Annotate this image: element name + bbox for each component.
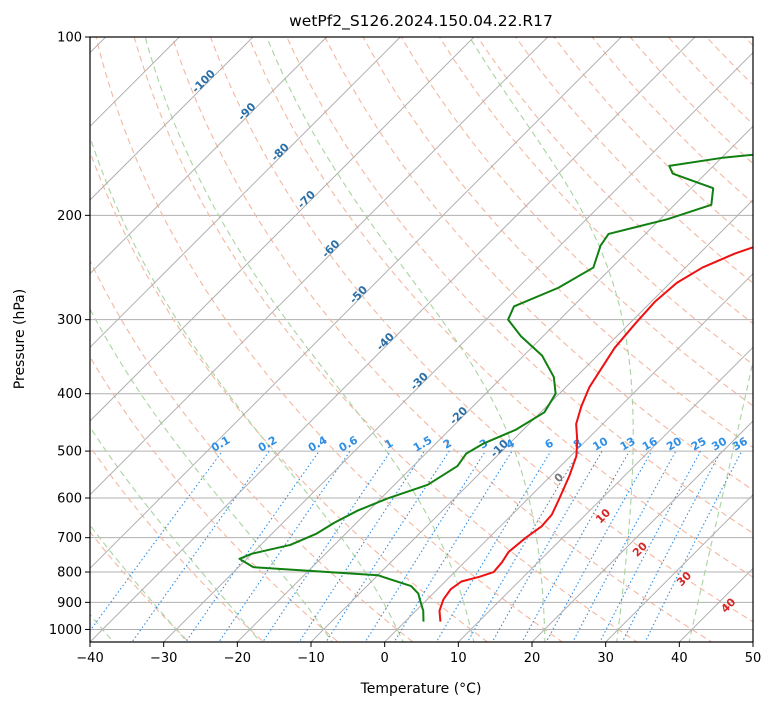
y-tick-label: 100	[57, 31, 82, 46]
dry-adiabats	[90, 37, 753, 642]
isotherm	[90, 37, 402, 349]
isotherm	[90, 37, 181, 128]
y-tick-label: 200	[57, 209, 82, 224]
dry-adiabat	[248, 37, 753, 578]
mixing-ratio-line	[185, 450, 320, 642]
dry-adiabat	[95, 37, 564, 642]
dry-adiabat	[286, 37, 753, 534]
dry-adiabat	[438, 37, 753, 366]
dry-adiabat	[90, 259, 414, 642]
mixing-ratio-lines	[90, 450, 743, 642]
y-tick-label: 300	[57, 313, 82, 328]
mixing-ratio-line	[491, 450, 603, 642]
mixing-ratio-line	[131, 450, 270, 642]
sounding-profiles	[238, 153, 753, 622]
isotherm	[604, 493, 753, 642]
dry-adiabat	[667, 37, 753, 125]
isotherm	[236, 125, 753, 642]
isotherm	[383, 272, 753, 642]
moist-adiabat	[688, 358, 753, 642]
dry-adiabat	[133, 37, 639, 642]
x-tick-label: −40	[76, 651, 103, 666]
y-tick-label: 1000	[49, 623, 82, 638]
dry-adiabat	[90, 150, 489, 642]
mixing-ratio-line	[644, 450, 743, 642]
x-tick-label: 20	[524, 651, 541, 666]
dry-adiabat	[90, 445, 265, 642]
x-axis: −40 −30 −20 −10 0 10 20 30 40 50	[76, 642, 761, 666]
y-tick-label: 900	[57, 596, 82, 611]
dewpoint-profile	[238, 153, 753, 622]
mixing-ratio-line	[545, 450, 653, 642]
chart-title: wetPf2_S126.2024.150.04.22.R17	[289, 12, 553, 31]
x-tick-label: 0	[381, 651, 389, 666]
y-axis-title: Pressure (hPa)	[12, 289, 28, 389]
moist-adiabat	[90, 135, 404, 642]
x-tick-label: 40	[671, 651, 688, 666]
mixing-ratio-line	[218, 450, 351, 642]
x-tick-label: −10	[297, 651, 324, 666]
isotherm	[90, 37, 549, 496]
isotherm	[310, 199, 753, 642]
temperature-profile	[438, 246, 753, 622]
y-tick-label: 400	[57, 387, 82, 402]
y-tick-label: 600	[57, 492, 82, 507]
moist-adiabat	[90, 307, 333, 642]
mixing-ratio-line	[262, 450, 392, 642]
x-axis-title: Temperature (°C)	[360, 681, 482, 697]
dry-adiabat	[476, 37, 753, 325]
isotherm	[531, 420, 753, 642]
isotherm	[90, 37, 623, 570]
x-tick-label: 50	[745, 651, 762, 666]
moist-adiabat	[266, 37, 546, 642]
isotherm	[90, 37, 696, 642]
moist-adiabat	[144, 37, 475, 642]
isotherm	[162, 51, 753, 642]
x-tick-label: 30	[597, 651, 614, 666]
isotherm	[457, 346, 753, 642]
isotherm	[90, 37, 328, 275]
dry-adiabat	[171, 37, 713, 642]
y-tick-label: 700	[57, 531, 82, 546]
y-tick-label: 500	[57, 445, 82, 460]
y-tick-label: 800	[57, 566, 82, 581]
isotherms	[90, 37, 753, 642]
x-tick-label: 10	[450, 651, 467, 666]
y-axis: 1000 900 800 700 600 500 400 300 200 100	[49, 31, 90, 638]
moist-adiabat	[90, 426, 261, 642]
isotherm	[90, 37, 475, 422]
x-tick-label: −30	[150, 651, 177, 666]
mixing-ratio-line	[435, 450, 552, 642]
isotherm	[90, 37, 254, 201]
x-tick-label: −20	[224, 651, 251, 666]
mixing-ratio-line	[466, 450, 580, 642]
moist-adiabat	[468, 37, 634, 642]
dry-adiabat	[324, 37, 753, 491]
dry-adiabat	[362, 37, 753, 449]
mixing-ratio-line	[298, 450, 425, 642]
plot-frame	[89, 36, 754, 643]
moist-adiabats	[90, 37, 753, 642]
moist-adiabat	[90, 524, 188, 642]
plot-area: 0.1 0.2 0.4 0.6 1 1.5 2 3 4 6 8 10 13 16 20 25 30 36-100-…	[90, 37, 753, 642]
